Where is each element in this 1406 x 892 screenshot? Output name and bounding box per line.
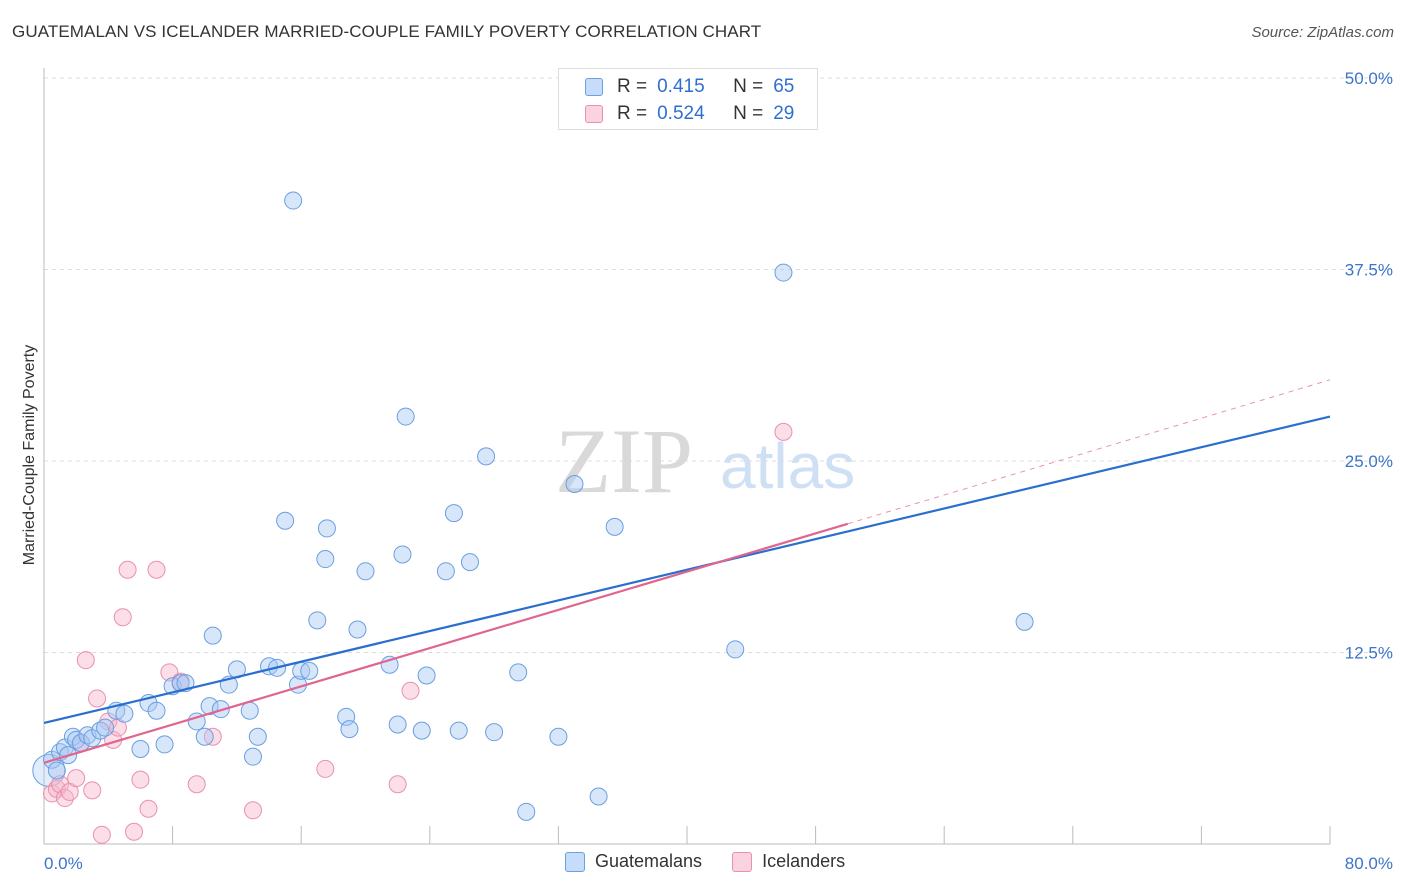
y-tick-label: 12.5%: [1345, 644, 1393, 663]
data-point-guatemalans: [726, 640, 745, 659]
x-tick-label: 80.0%: [1345, 854, 1393, 873]
legend-n-value: 29: [773, 103, 795, 124]
data-point-guatemalans: [388, 715, 407, 734]
x-tick-label: 0.0%: [44, 854, 83, 873]
trendline-guatemalans: [43, 415, 1331, 725]
legend-n-value: 65: [773, 76, 795, 97]
data-point-icelanders: [388, 775, 407, 794]
data-point-guatemalans: [589, 787, 608, 806]
data-point-icelanders: [51, 775, 70, 794]
series-legend-label: Icelanders: [762, 851, 846, 871]
data-point-icelanders: [243, 801, 262, 820]
data-point-icelanders: [76, 651, 95, 670]
data-point-guatemalans: [393, 545, 412, 564]
legend-row-icelanders: R = 0.524 N = 29: [585, 102, 794, 126]
data-point-icelanders: [67, 769, 86, 788]
data-point-guatemalans: [47, 761, 66, 780]
data-point-icelanders: [139, 799, 158, 818]
data-point-guatemalans: [444, 504, 463, 523]
data-point-guatemalans: [460, 553, 479, 572]
data-point-icelanders: [88, 689, 107, 708]
data-point-guatemalans: [517, 802, 536, 821]
series-swatch-blue: [565, 851, 585, 872]
legend-r-label: R =: [617, 103, 648, 124]
series-legend-icelanders[interactable]: Icelanders: [732, 851, 845, 872]
y-axis-label: Married-Couple Family Poverty: [21, 344, 38, 566]
data-point-guatemalans: [412, 721, 431, 740]
data-point-icelanders: [401, 681, 420, 700]
data-point-guatemalans: [115, 704, 134, 723]
data-point-guatemalans: [67, 730, 86, 749]
y-tick-label: 25.0%: [1345, 452, 1393, 471]
data-point-guatemalans: [477, 447, 496, 466]
data-point-guatemalans: [605, 517, 624, 536]
data-point-guatemalans: [485, 723, 504, 742]
legend-r-value: 0.415: [657, 76, 705, 97]
data-point-guatemalans: [284, 191, 303, 210]
legend-n-label: N =: [733, 103, 764, 124]
data-point-guatemalans: [316, 550, 335, 569]
data-point-guatemalans: [171, 674, 190, 693]
data-point-guatemalans: [276, 511, 295, 530]
data-point-guatemalans: [348, 620, 367, 639]
data-point-icelanders: [118, 560, 137, 579]
data-point-guatemalans: [131, 740, 150, 759]
correlation-legend: R = 0.415 N = 65 R = 0.524 N = 29: [558, 68, 818, 130]
watermark-zip: ZIP: [555, 410, 693, 512]
series-legend-guatemalans[interactable]: Guatemalans: [565, 851, 702, 872]
legend-swatch-pink: [585, 105, 603, 123]
data-point-guatemalans: [417, 666, 436, 685]
data-point-guatemalans: [243, 747, 262, 766]
data-point-guatemalans: [317, 519, 336, 538]
data-point-guatemalans: [300, 661, 319, 680]
data-point-guatemalans: [240, 701, 259, 720]
data-point-icelanders: [131, 770, 150, 789]
data-point-guatemalans: [195, 727, 214, 746]
data-point-guatemalans: [248, 727, 267, 746]
data-point-guatemalans: [147, 701, 166, 720]
series-swatch-pink: [732, 851, 753, 872]
chart-title: GUATEMALAN VS ICELANDER MARRIED-COUPLE F…: [12, 22, 762, 41]
watermark-atlas: atlas: [720, 430, 855, 502]
data-point-guatemalans: [203, 626, 222, 645]
data-point-guatemalans: [340, 720, 359, 739]
y-tick-label: 50.0%: [1345, 69, 1393, 88]
y-tick-label: 37.5%: [1345, 261, 1393, 280]
trendline-icelanders: [43, 522, 849, 764]
legend-r-value: 0.524: [657, 103, 705, 124]
data-point-icelanders: [55, 789, 74, 808]
data-point-icelanders: [187, 775, 206, 794]
data-point-guatemalans: [396, 407, 415, 426]
data-point-guatemalans: [774, 263, 793, 282]
data-point-icelanders: [92, 825, 111, 844]
data-point-icelanders: [147, 560, 166, 579]
legend-swatch-blue: [585, 78, 603, 96]
trendline-icelanders-extension: [847, 379, 1331, 525]
data-point-guatemalans: [96, 718, 115, 737]
data-point-icelanders: [316, 759, 335, 778]
series-legend: Guatemalans Icelanders: [565, 851, 875, 872]
legend-row-guatemalans: R = 0.415 N = 65: [585, 75, 794, 99]
data-point-icelanders: [125, 822, 144, 841]
data-point-guatemalans: [155, 735, 174, 754]
data-point-guatemalans: [549, 727, 568, 746]
data-point-guatemalans: [509, 663, 528, 682]
series-legend-label: Guatemalans: [595, 851, 703, 871]
legend-n-label: N =: [733, 76, 764, 97]
data-point-guatemalans: [565, 474, 584, 493]
data-point-icelanders: [774, 422, 793, 441]
legend-r-label: R =: [617, 76, 648, 97]
data-point-icelanders: [113, 608, 132, 627]
data-point-guatemalans: [449, 721, 468, 740]
data-point-guatemalans: [1015, 612, 1034, 631]
data-point-guatemalans: [356, 562, 375, 581]
data-point-icelanders: [83, 781, 102, 800]
source-label: Source: ZipAtlas.com: [1251, 24, 1394, 41]
data-point-guatemalans: [308, 611, 327, 630]
data-point-guatemalans: [91, 721, 110, 740]
data-point-guatemalans: [436, 562, 455, 581]
